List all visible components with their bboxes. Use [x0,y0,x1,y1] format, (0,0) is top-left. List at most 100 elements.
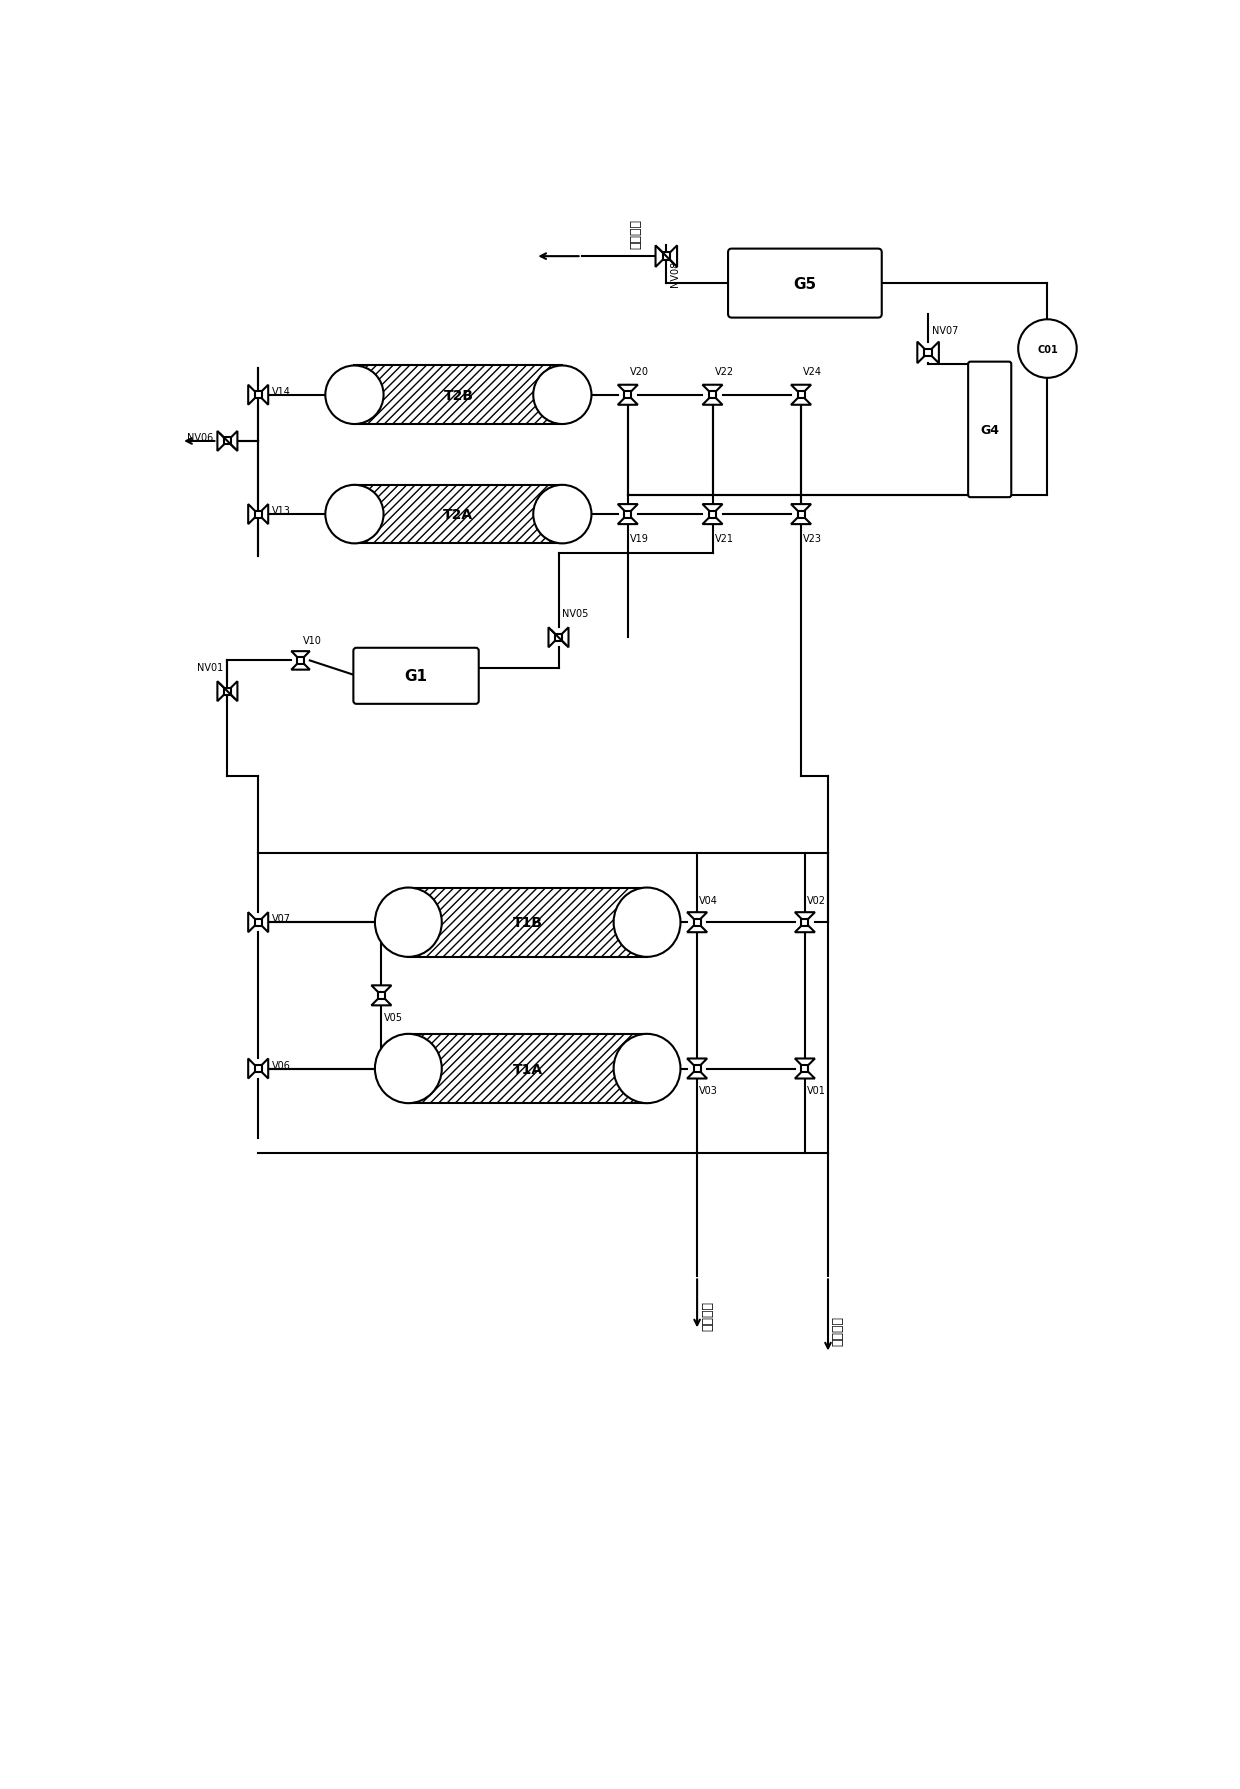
FancyBboxPatch shape [728,249,882,318]
Polygon shape [248,504,258,524]
Polygon shape [791,395,811,406]
Text: V03: V03 [699,1086,718,1097]
Polygon shape [258,912,268,932]
Text: 压缩空气: 压缩空气 [832,1315,844,1345]
Text: V01: V01 [807,1086,826,1097]
Text: V14: V14 [272,386,291,397]
Text: V20: V20 [630,367,649,376]
Polygon shape [618,395,637,406]
Polygon shape [791,515,811,524]
Bar [408,887,647,957]
Text: V13: V13 [272,506,291,515]
Bar [254,512,262,519]
Text: T1A: T1A [512,1063,543,1075]
FancyBboxPatch shape [968,363,1012,497]
Bar [408,1034,647,1104]
Bar [801,1066,808,1072]
Polygon shape [258,504,268,524]
Polygon shape [795,1068,815,1079]
Polygon shape [791,504,811,515]
Polygon shape [258,1059,268,1079]
Polygon shape [791,385,811,395]
Bar [378,993,384,1000]
Ellipse shape [374,887,441,957]
Bar [355,485,563,544]
Text: V19: V19 [630,535,649,544]
Text: V22: V22 [714,367,734,376]
Ellipse shape [614,1034,681,1104]
Text: G5: G5 [794,277,816,292]
Ellipse shape [533,485,591,544]
Bar [624,512,631,519]
Polygon shape [548,628,558,648]
Polygon shape [558,628,568,648]
Polygon shape [687,1059,707,1068]
Text: NV05: NV05 [563,608,589,619]
Bar [298,658,304,664]
Bar [556,635,562,642]
Text: NV07: NV07 [932,326,959,336]
Polygon shape [248,912,258,932]
Polygon shape [372,996,392,1005]
Text: T2B: T2B [444,388,474,403]
Bar [693,1066,701,1072]
Text: V10: V10 [303,635,321,646]
Text: NV08: NV08 [670,261,681,286]
Bar [797,392,805,399]
Polygon shape [618,385,637,395]
Polygon shape [703,385,723,395]
Bar [693,920,701,927]
Polygon shape [291,660,310,671]
Bar [662,254,670,261]
Text: NV01: NV01 [197,662,223,673]
FancyBboxPatch shape [353,648,479,705]
Bar [254,920,262,927]
Polygon shape [687,923,707,932]
Polygon shape [703,515,723,524]
Text: V21: V21 [714,535,734,544]
Polygon shape [258,385,268,406]
Polygon shape [291,651,310,660]
Polygon shape [795,1059,815,1068]
Text: T2A: T2A [444,508,474,522]
Polygon shape [687,1068,707,1079]
Ellipse shape [325,367,383,424]
Text: V02: V02 [807,896,826,905]
Text: NV06: NV06 [187,433,213,444]
Polygon shape [656,247,666,268]
Polygon shape [217,682,227,701]
Ellipse shape [614,887,681,957]
Circle shape [1018,320,1076,379]
Text: C01: C01 [1037,343,1058,354]
Text: V04: V04 [699,896,718,905]
Bar [355,485,563,544]
Text: 高纯氧气: 高纯氧气 [629,220,642,249]
Text: G1: G1 [404,669,428,683]
Bar [709,392,715,399]
Polygon shape [372,986,392,996]
Ellipse shape [374,1034,441,1104]
Polygon shape [687,912,707,923]
Polygon shape [928,342,939,363]
Text: G4: G4 [980,424,999,437]
Polygon shape [795,923,815,932]
Polygon shape [703,395,723,406]
Text: V06: V06 [272,1061,291,1070]
Bar [801,920,808,927]
Bar [254,392,262,399]
Bar [709,512,715,519]
Ellipse shape [533,367,591,424]
Bar [408,887,647,957]
Text: 高氮废气: 高氮废气 [701,1301,714,1331]
Polygon shape [227,682,237,701]
Ellipse shape [325,485,383,544]
Polygon shape [618,504,637,515]
Text: V23: V23 [804,535,822,544]
Text: V24: V24 [804,367,822,376]
Bar [254,1066,262,1072]
Text: T1B: T1B [512,916,543,930]
Polygon shape [227,431,237,451]
Text: V05: V05 [383,1013,403,1023]
Polygon shape [217,431,227,451]
Polygon shape [248,385,258,406]
